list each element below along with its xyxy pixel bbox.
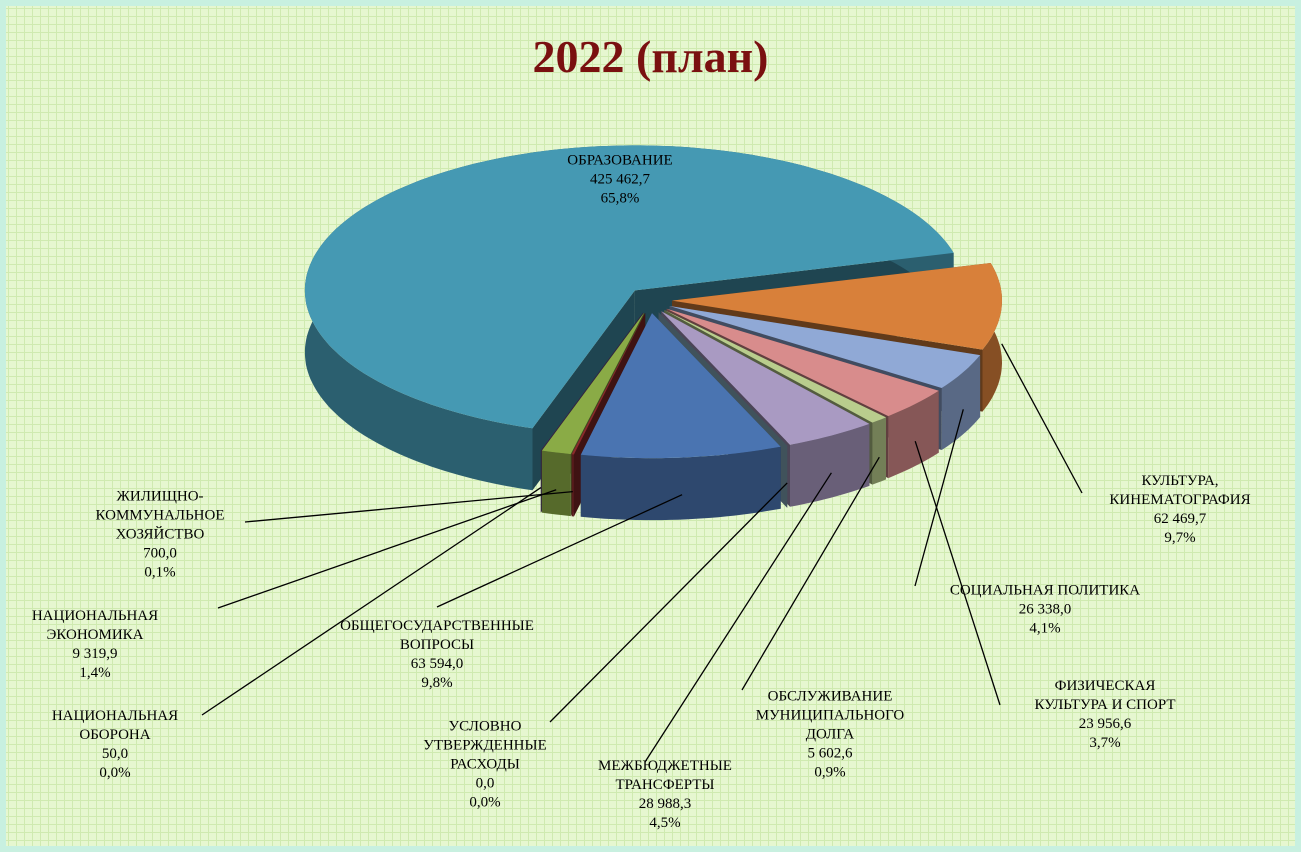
category-label: СОЦИАЛЬНАЯ ПОЛИТИКА — [949, 582, 1141, 599]
data-label: ФИЗИЧЕСКАЯ КУЛЬТУРА И СПОРТ 23 956,6 3,7% — [1034, 677, 1175, 753]
percent-label: 3,7% — [1089, 735, 1121, 751]
leader-line — [549, 482, 788, 723]
percent-label: 1,4% — [79, 665, 111, 681]
value-label: 23 956,6 — [1078, 716, 1132, 732]
data-label: ЖИЛИЩНО- КОММУНАЛЬНОЕ ХОЗЯЙСТВО 700,0 0,1% — [95, 488, 224, 583]
slice-top — [540, 312, 644, 451]
leader-line — [244, 490, 573, 523]
percent-label: 4,5% — [649, 815, 681, 831]
slice-top — [541, 312, 645, 455]
data-label: УСЛОВНО УТВЕРЖДЕННЫЕ РАСХОДЫ 0,0 0,0% — [423, 718, 547, 813]
percent-label: 9,7% — [1164, 530, 1196, 546]
category-label: КУЛЬТУРА, КИНЕМАТОГРАФИЯ — [1109, 473, 1251, 508]
leader-line — [201, 487, 542, 716]
slice-side — [941, 355, 981, 450]
slice-top — [669, 306, 981, 388]
category-label: УСЛОВНО УТВЕРЖДЕННЫЕ РАСХОДЫ — [423, 718, 547, 773]
slice-side — [872, 417, 886, 485]
value-label: 0,0 — [475, 775, 495, 792]
category-label: ОБСЛУЖИВАНИЕ МУНИЦИПАЛЬНОГО ДОЛГА — [755, 688, 905, 743]
data-label: НАЦИОНАЛЬНАЯ ОБОРОНА 50,0 0,0% — [52, 707, 178, 783]
category-label: ФИЗИЧЕСКАЯ КУЛЬТУРА И СПОРТ — [1034, 678, 1176, 713]
slice-top — [664, 310, 886, 423]
percent-label: 0,1% — [144, 564, 176, 581]
value-label: 5 602,6 — [807, 745, 853, 762]
slice-side — [790, 423, 870, 507]
data-label: СОЦИАЛЬНАЯ ПОЛИТИКА 26 338,0 4,1% — [950, 582, 1140, 639]
percent-label: 65,8% — [600, 190, 640, 207]
slice-top — [661, 311, 870, 445]
category-label: ОБЩЕГОСУДАРСТВЕННЫЕ ВОПРОСЫ — [340, 618, 534, 653]
percent-label: 0,9% — [814, 764, 846, 781]
data-label: НАЦИОНАЛЬНАЯ ЭКОНОМИКА 9 319,9 1,4% — [32, 607, 158, 683]
leader-line — [914, 441, 1001, 706]
data-label: ОБРАЗОВАНИЕ 425 462,7 65,8% — [567, 152, 672, 209]
slice-top — [571, 312, 646, 455]
value-label: 26 338,0 — [1018, 601, 1072, 618]
value-label: 63 594,0 — [410, 656, 464, 672]
value-label: 62 469,7 — [1153, 511, 1207, 527]
category-label: ЖИЛИЩНО- КОММУНАЛЬНОЕ ХОЗЯЙСТВО — [95, 488, 225, 543]
data-label: ОБСЛУЖИВАНИЕ МУНИЦИПАЛЬНОГО ДОЛГА 5 602,6… — [756, 688, 905, 783]
slice-top — [672, 263, 1002, 350]
leader-line — [217, 489, 557, 609]
slice-side — [580, 446, 781, 521]
percent-label: 9,8% — [421, 675, 453, 691]
data-label: ОБЩЕГОСУДАРСТВЕННЫЕ ВОПРОСЫ 63 594,0 9,8% — [340, 617, 534, 693]
category-label: ОБРАЗОВАНИЕ — [567, 152, 673, 169]
slice-top — [666, 308, 939, 417]
value-label: 28 988,3 — [638, 796, 692, 812]
data-label: МЕЖБЮДЖЕТНЫЕ ТРАНСФЕРТЫ 28 988,3 4,5% — [598, 757, 732, 833]
data-label: КУЛЬТУРА, КИНЕМАТОГРАФИЯ 62 469,7 9,7% — [1109, 472, 1250, 548]
leader-line — [914, 409, 964, 587]
percent-label: 0,0% — [99, 765, 131, 781]
slice-top — [304, 145, 954, 429]
leader-line — [741, 456, 880, 691]
value-label: 50,0 — [101, 746, 129, 762]
leader-line — [644, 472, 832, 763]
slice-top — [580, 313, 781, 459]
value-label: 9 319,9 — [72, 646, 118, 662]
value-label: 425 462,7 — [590, 171, 650, 188]
value-label: 700,0 — [143, 545, 177, 562]
category-label: МЕЖБЮДЖЕТНЫЕ ТРАНСФЕРТЫ — [598, 758, 732, 793]
category-label: НАЦИОНАЛЬНАЯ ОБОРОНА — [51, 708, 179, 743]
category-label: НАЦИОНАЛЬНАЯ ЭКОНОМИКА — [31, 608, 159, 643]
slice-side — [541, 450, 571, 517]
leader-line — [436, 494, 683, 608]
chart-title: 2022 (план) — [532, 31, 769, 82]
leader-line — [1001, 343, 1083, 494]
percent-label: 4,1% — [1029, 620, 1061, 637]
slice-side — [888, 390, 939, 479]
slice-side — [571, 454, 574, 517]
slice — [580, 313, 781, 521]
percent-label: 0,0% — [469, 794, 501, 811]
